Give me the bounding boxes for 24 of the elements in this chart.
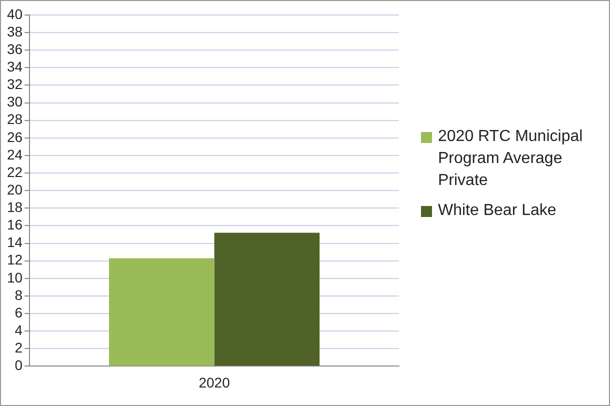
- x-tick-label: 2020: [198, 374, 230, 390]
- y-tick-label: 16: [6, 216, 23, 233]
- y-tick-label: 18: [6, 199, 23, 216]
- y-tick-label: 10: [6, 269, 23, 286]
- y-tick-label: 6: [14, 304, 23, 320]
- y-tick-label: 26: [6, 128, 23, 145]
- y-tick-label: 40: [6, 6, 23, 22]
- y-tick-label: 36: [6, 40, 23, 57]
- y-tick-label: 28: [6, 111, 23, 128]
- y-tick-label: 12: [6, 252, 23, 268]
- y-tick-label: 30: [6, 94, 23, 110]
- y-tick-label: 8: [14, 286, 23, 303]
- y-tick-label: 14: [6, 234, 23, 250]
- y-tick-label: 20: [6, 181, 23, 198]
- y-tick-label: 2: [14, 340, 23, 356]
- y-tick-label: 4: [14, 322, 23, 338]
- y-tick-label: 0: [14, 357, 23, 374]
- y-tick-label: 22: [6, 164, 23, 180]
- y-tick-label: 34: [6, 58, 23, 75]
- y-tick-label: 38: [6, 23, 23, 40]
- y-tick-label: 24: [6, 146, 23, 162]
- legend-label: White Bear Lake: [438, 201, 556, 221]
- legend-label: 2020 RTC Municipal Program Average Private: [438, 127, 584, 191]
- y-tick-label: 32: [6, 76, 23, 92]
